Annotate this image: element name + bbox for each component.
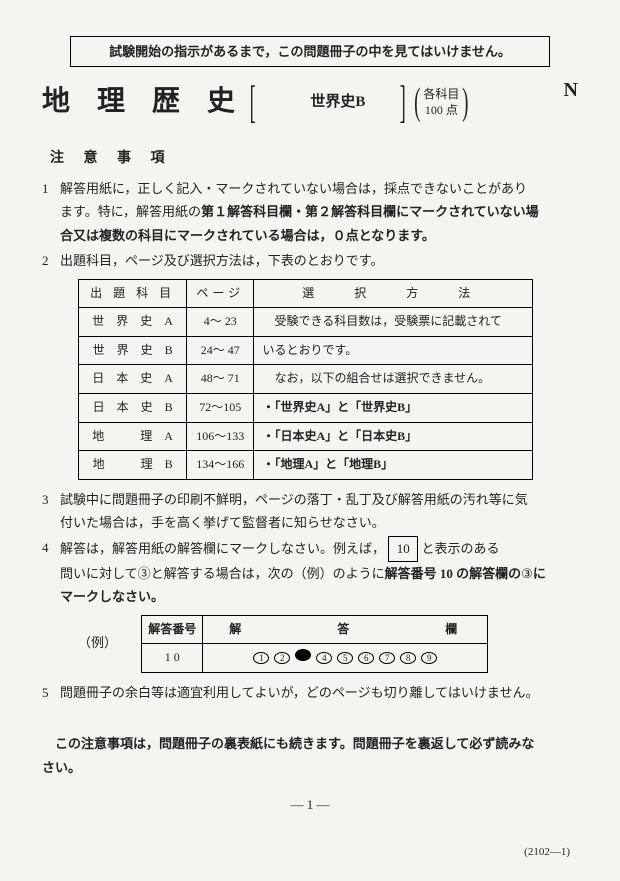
table-cell: 受験できる科目数は，受験票に記載されて	[254, 308, 533, 337]
table-cell: なお，以下の組合せは選択できません。	[254, 365, 533, 394]
table-cell: 日 本 史 A	[79, 365, 187, 394]
main-title: 地 理 歴 史	[42, 77, 245, 127]
item-2-num: 2	[42, 249, 60, 272]
title-row: 地 理 歴 史 [ 世界史B ] ( 各科目 100 点 )	[42, 77, 578, 127]
ans-bubbles: 1 2 4 5 6 7 8 9	[203, 644, 488, 673]
text: この注意事項は，問題冊子の裏表紙にも続きます。問題冊子を裏返して必ず読みな	[55, 736, 534, 751]
number-box: 10	[388, 536, 418, 561]
bubble-3-filled	[295, 649, 311, 661]
text: 出題科目，ページ及び選択方法は，下表のとおりです。	[60, 249, 578, 272]
text: 問いに対して	[60, 566, 138, 581]
bubble-7: 7	[379, 652, 395, 664]
table-cell: 106～133	[187, 422, 254, 451]
text-bold: に	[533, 566, 546, 581]
item-1: 1 解答用紙に，正しく記入・マークされていない場合は，採点できないことがあり ま…	[42, 177, 578, 247]
bubble-4: 4	[316, 652, 332, 664]
text: 付いた場合は，手を高く挙げて監督者に知らせなさい。	[60, 515, 385, 530]
item-3-num: 3	[42, 488, 60, 535]
table-cell: 世 界 史 B	[79, 336, 187, 365]
table-cell: ・「地理A」と「地理B」	[254, 451, 533, 480]
item-4: 4 解答は，解答用紙の解答欄にマークしなさい。例えば， 10 と表示のある 問い…	[42, 536, 578, 678]
subject-table: 出 題 科 目 ページ 選 択 方 法 世 界 史 A 4～ 23 受験できる科…	[78, 279, 533, 480]
warning-box: 試験開始の指示があるまで，この問題冊子の中を見てはいけません。	[70, 36, 550, 67]
table-cell: 24～ 47	[187, 336, 254, 365]
text-bold: 合又は複数の科目にマークされている場合は，０点となります。	[60, 228, 435, 243]
bubble-9: 9	[421, 652, 437, 664]
text: 問題冊子の余白等は適宜利用してよいが，どのページも切り離してはいけません。	[60, 681, 578, 704]
subject-title: 世界史B	[310, 89, 365, 116]
table-cell: 日 本 史 B	[79, 393, 187, 422]
item-5: 5 問題冊子の余白等は適宜利用してよいが，どのページも切り離してはいけません。	[42, 681, 578, 704]
th-subject: 出 題 科 目	[79, 279, 187, 308]
th-pages: ページ	[187, 279, 254, 308]
footer-note: この注意事項は，問題冊子の裏表紙にも続きます。問題冊子を裏返して必ず読みな さい…	[42, 732, 578, 779]
table-cell: 48～ 71	[187, 365, 254, 394]
circled-num: ③	[138, 566, 151, 581]
circled-num: ③	[521, 566, 533, 581]
item-3: 3 試験中に問題冊子の印刷不鮮明，ページの落丁・乱丁及び解答用紙の汚れ等に気 付…	[42, 488, 578, 535]
n-mark: N	[564, 72, 578, 108]
instructions-header: 注 意 事 項	[50, 146, 578, 171]
bracket-left: [	[250, 84, 256, 121]
item-2: 2 出題科目，ページ及び選択方法は，下表のとおりです。	[42, 249, 578, 272]
table-cell: 地 理 B	[79, 451, 187, 480]
table-cell: ・「日本史A」と「日本史B」	[254, 422, 533, 451]
text-bold: マークしなさい。	[60, 589, 164, 604]
bracket-right: ]	[400, 84, 406, 121]
th-method: 選 択 方 法	[254, 279, 533, 308]
text: と表示のある	[422, 541, 500, 556]
table-cell: 世 界 史 A	[79, 308, 187, 337]
table-cell: 72～105	[187, 393, 254, 422]
table-cell: ・「世界史A」と「世界史B」	[254, 393, 533, 422]
text: ます。特に，解答用紙の	[60, 204, 201, 219]
score-label1: 各科目	[423, 87, 459, 103]
answer-example-table: 解答番号 解 答 欄 1 0 1 2 4 5 6 7 8 9	[141, 615, 488, 673]
ans-number: 1 0	[142, 644, 203, 673]
text-bold: 解答番号 10 の解答欄の	[385, 566, 522, 581]
page-code: (2102—1)	[524, 843, 570, 863]
bubble-5: 5	[337, 652, 353, 664]
bubble-2: 2	[274, 652, 290, 664]
item-5-num: 5	[42, 681, 60, 704]
text: と解答する場合は，次の（例）のように	[151, 566, 385, 581]
table-cell: 134～166	[187, 451, 254, 480]
text: 解答用紙に，正しく記入・マークされていない場合は，採点できないことがあり	[60, 181, 527, 196]
item-1-num: 1	[42, 177, 60, 247]
bubble-1: 1	[253, 652, 269, 664]
text: さい。	[42, 760, 81, 775]
page-number: — 1 —	[42, 793, 578, 816]
paren-left: (	[414, 89, 420, 116]
ans-head-col: 解 答 欄	[203, 615, 488, 644]
paren-right: )	[463, 89, 469, 116]
ans-head-num: 解答番号	[142, 615, 203, 644]
text: 解答は，解答用紙の解答欄にマークしなさい。例えば，	[60, 541, 385, 556]
bubble-8: 8	[400, 652, 416, 664]
example-label: （例）	[78, 631, 138, 654]
score-group: ( 各科目 100 点 )	[411, 87, 472, 118]
table-cell: 4～ 23	[187, 308, 254, 337]
bubble-6: 6	[358, 652, 374, 664]
score-label2: 100 点	[423, 103, 459, 119]
text-bold: 第１解答科目欄・第２解答科目欄にマークされていない場	[201, 204, 539, 219]
table-cell: いるとおりです。	[254, 336, 533, 365]
item-4-num: 4	[42, 536, 60, 678]
text: 試験中に問題冊子の印刷不鮮明，ページの落丁・乱丁及び解答用紙の汚れ等に気	[60, 492, 528, 507]
table-cell: 地 理 A	[79, 422, 187, 451]
